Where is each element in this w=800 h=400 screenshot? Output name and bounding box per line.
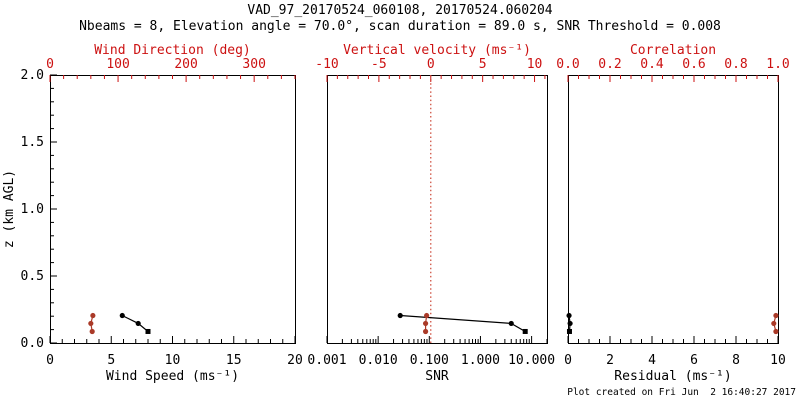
- axis-tick-label: 0.001: [307, 353, 346, 368]
- axis-tick-label: 0.8: [724, 57, 747, 72]
- axis-tick-label: 200: [174, 57, 197, 72]
- axis-tick-label: 1.5: [21, 135, 44, 150]
- data-marker: [773, 312, 779, 319]
- data-marker: [567, 320, 573, 327]
- data-marker: [508, 320, 514, 327]
- axis-tick-label: 15: [226, 353, 242, 368]
- axis-tick-label: 0.0: [556, 57, 579, 72]
- axis-tick-label: 10: [770, 353, 786, 368]
- axis-tick-label: 2: [606, 353, 614, 368]
- axis-title-snr-bottom: SNR: [425, 369, 449, 384]
- axis-tick-label: 20: [287, 353, 303, 368]
- axis-tick-label: 0: [46, 57, 54, 72]
- axis-title-residual-bottom: Residual (ms⁻¹): [614, 369, 731, 384]
- axis-tick-label: 300: [242, 57, 265, 72]
- panel-box: [568, 75, 779, 344]
- axis-tick-label: 1.0: [21, 202, 44, 217]
- plot-subtitle: Nbeams = 8, Elevation angle = 70.0°, sca…: [79, 19, 721, 34]
- axis-title-residual-top: Correlation: [630, 43, 716, 58]
- data-marker: [566, 312, 572, 319]
- data-marker: [88, 320, 94, 327]
- axis-tick-label: 5: [107, 353, 115, 368]
- series-correlation: [771, 312, 779, 335]
- series-line: [122, 314, 149, 332]
- axis-tick-label: 0.100: [410, 353, 449, 368]
- panel-residual: 0 2 4 6 8 10 Residual (ms⁻¹) 0.0 0.2 0.4 0.6 0.8 1.0…: [556, 43, 789, 384]
- series-vertical-velocity: [422, 312, 430, 335]
- data-marker: [90, 312, 96, 319]
- data-marker: [771, 320, 777, 327]
- data-marker: [89, 328, 95, 335]
- plot-title: VAD_97_20170524_060108, 20170524.060204: [247, 3, 553, 18]
- axis-tick-label: 8: [732, 353, 740, 368]
- axis-title-snr-top: Vertical velocity (ms⁻¹): [343, 43, 531, 58]
- data-marker: [422, 320, 429, 327]
- data-marker: [566, 328, 572, 334]
- data-marker: [145, 328, 151, 334]
- axis-tick-label: -5: [371, 57, 387, 72]
- data-marker: [119, 312, 125, 319]
- data-marker: [773, 328, 779, 335]
- axis-tick-label: 0.4: [640, 57, 664, 72]
- series-line: [400, 314, 526, 332]
- axis-title-wind-top: Wind Direction (deg): [94, 43, 251, 58]
- axis-tick-label: 0.5: [21, 269, 44, 284]
- axis-tick-label: -10: [315, 57, 338, 72]
- axis-tick-label: 0.010: [359, 353, 398, 368]
- axis-title-z: z (km AGL): [2, 170, 17, 248]
- axis-tick-label: 2.0: [21, 68, 44, 83]
- panel-snr: 0.001 0.010 0.100 1.000 10.000 SNR -10 -5 0 5 10Ve…: [307, 43, 555, 384]
- plot-created-timestamp: Plot created on Fri Jun 2 16:40:27 2017: [567, 387, 796, 398]
- series-wind-speed: [119, 312, 151, 334]
- axis-tick-label: 0: [46, 353, 54, 368]
- axis-tick-label: 1.0: [766, 57, 789, 72]
- axis-tick-label: 1.000: [461, 353, 500, 368]
- axis-tick-label: 0.6: [682, 57, 705, 72]
- data-marker: [135, 320, 141, 327]
- panel-wind: 0 5 10 15 20 Wind Speed (ms⁻¹) 0 100 200 300Wind …: [2, 43, 303, 384]
- axis-tick-label: 4: [648, 353, 656, 368]
- axis-tick-label: 0: [427, 57, 435, 72]
- data-marker: [424, 312, 430, 319]
- axis-tick-label: 10: [527, 57, 543, 72]
- axis-tick-label: 100: [106, 57, 129, 72]
- data-marker: [397, 312, 403, 319]
- data-marker: [522, 328, 528, 334]
- panel-box: [50, 75, 296, 344]
- data-marker: [422, 328, 429, 335]
- axis-tick-label: 0.2: [598, 57, 621, 72]
- axis-tick-label: 10.000: [508, 353, 555, 368]
- series-residual: [566, 312, 573, 334]
- axis-tick-label: 10: [165, 353, 181, 368]
- series-wind-direction: [88, 312, 96, 335]
- axis-tick-label: 5: [479, 57, 487, 72]
- axis-tick-label: 0: [564, 353, 572, 368]
- series-snr: [397, 312, 528, 334]
- axis-title-wind-bottom: Wind Speed (ms⁻¹): [106, 369, 239, 384]
- axis-tick-label: 6: [690, 353, 698, 368]
- axis-tick-label: 0.0: [21, 336, 44, 351]
- panel-box: [327, 75, 548, 344]
